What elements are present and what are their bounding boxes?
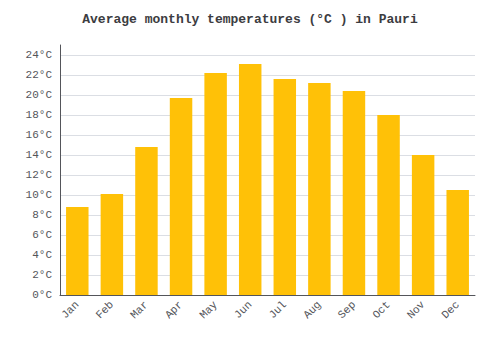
svg-text:24°C: 24°C xyxy=(26,49,53,61)
svg-text:4°C: 4°C xyxy=(32,249,52,261)
svg-text:Oct: Oct xyxy=(370,299,392,321)
svg-text:6°C: 6°C xyxy=(32,229,52,241)
svg-text:Nov: Nov xyxy=(405,298,428,321)
svg-text:0°C: 0°C xyxy=(32,289,52,301)
svg-text:8°C: 8°C xyxy=(32,209,52,221)
svg-text:Mar: Mar xyxy=(128,299,150,321)
svg-text:Jun: Jun xyxy=(232,299,254,321)
svg-text:20°C: 20°C xyxy=(26,89,53,101)
svg-text:12°C: 12°C xyxy=(26,169,53,181)
svg-text:22°C: 22°C xyxy=(26,69,53,81)
svg-text:Average monthly temperatures (: Average monthly temperatures (°C ) in Pa… xyxy=(82,12,418,27)
svg-text:18°C: 18°C xyxy=(26,109,53,121)
svg-text:Jan: Jan xyxy=(59,299,81,321)
svg-text:Jul: Jul xyxy=(267,299,289,321)
svg-text:Feb: Feb xyxy=(94,299,116,321)
svg-text:10°C: 10°C xyxy=(26,189,53,201)
svg-text:14°C: 14°C xyxy=(26,149,53,161)
svg-text:Sep: Sep xyxy=(336,299,358,321)
svg-text:16°C: 16°C xyxy=(26,129,53,141)
svg-text:May: May xyxy=(197,298,220,321)
svg-text:2°C: 2°C xyxy=(32,269,52,281)
svg-text:Apr: Apr xyxy=(163,299,185,321)
svg-text:Aug: Aug xyxy=(301,299,323,321)
svg-text:Dec: Dec xyxy=(439,299,461,321)
